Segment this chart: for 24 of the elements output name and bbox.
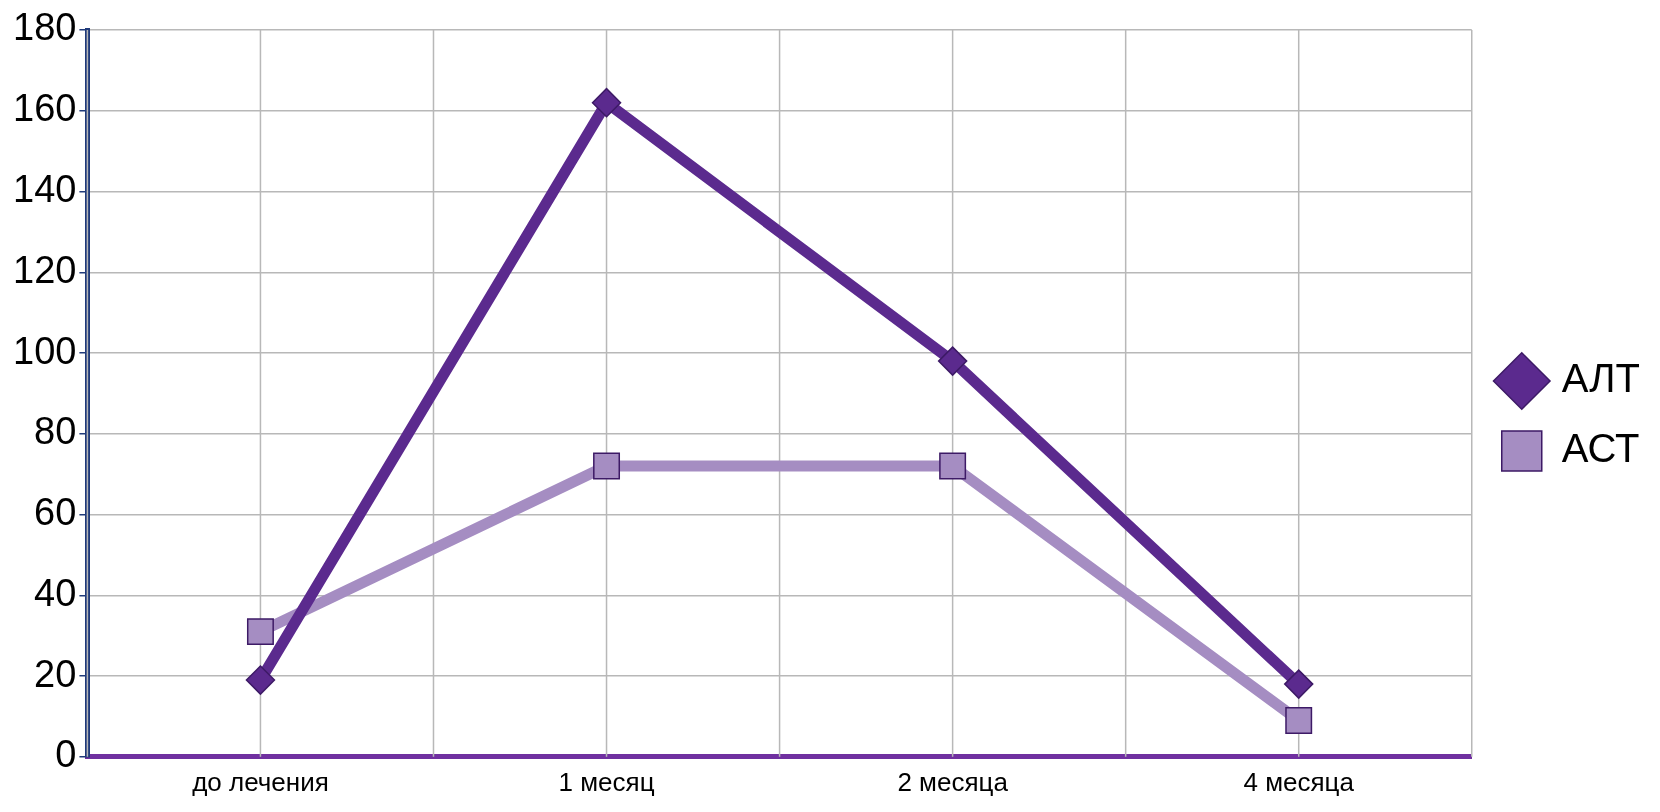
point — [246, 618, 274, 646]
legend-label: АСТ — [1561, 426, 1640, 471]
y-tick-label: 40 — [34, 571, 77, 614]
point — [1283, 669, 1314, 699]
y-tick-label: 60 — [34, 491, 77, 534]
y-tick-label: 140 — [13, 168, 77, 210]
point — [245, 665, 276, 695]
point — [939, 452, 967, 480]
y-tick-label: 160 — [13, 87, 77, 130]
x-tick-label: 2 месяца — [897, 766, 1009, 797]
point — [593, 452, 621, 480]
point — [591, 87, 622, 118]
y-tick-label: 20 — [34, 652, 77, 695]
x-tick-label: 1 месяц — [558, 766, 655, 797]
point — [937, 346, 968, 376]
x-tick-label: до лечения — [192, 766, 329, 797]
point — [1285, 706, 1313, 734]
y-tick-label: 180 — [13, 6, 77, 49]
x-tick-label: 4 месяца — [1243, 766, 1355, 797]
y-tick-label: 0 — [55, 733, 77, 776]
y-tick-label: 80 — [34, 410, 77, 453]
y-tick-label: 120 — [13, 248, 77, 291]
y-tick-label: 100 — [13, 329, 77, 372]
legend-label: АЛТ — [1561, 356, 1641, 401]
